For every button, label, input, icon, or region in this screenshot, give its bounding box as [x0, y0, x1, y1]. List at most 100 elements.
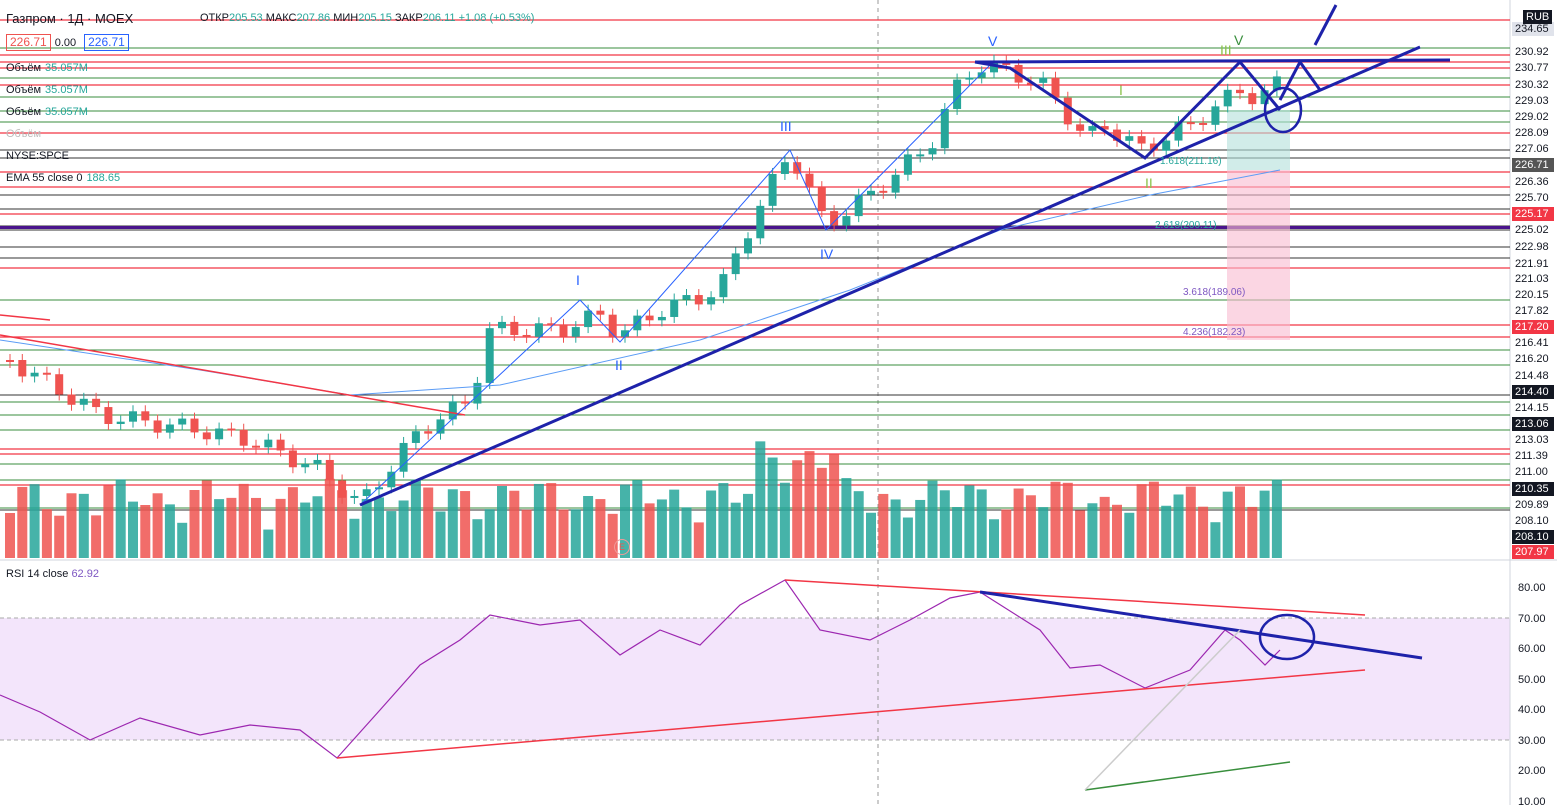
candle	[498, 321, 506, 329]
label: ОТКР	[200, 12, 230, 24]
legend-name[interactable]: Объём	[6, 62, 42, 74]
candle	[1039, 77, 1048, 83]
candle	[817, 187, 826, 212]
candle	[92, 398, 101, 408]
candle	[18, 360, 27, 377]
legend-name[interactable]: Объём	[6, 128, 42, 140]
volume-bar	[779, 482, 790, 558]
interval[interactable]: 1Д	[67, 11, 84, 26]
candle	[1174, 122, 1183, 141]
wave-label: III	[780, 118, 792, 134]
volume-bar	[927, 480, 938, 558]
volume-bar	[915, 499, 926, 558]
circle-mark	[1263, 86, 1303, 134]
candle	[1100, 126, 1109, 130]
label: МИН	[333, 12, 359, 24]
volume-bar	[152, 493, 163, 558]
event-marker[interactable]: E	[614, 539, 630, 555]
candle	[768, 173, 777, 206]
candle	[424, 431, 433, 434]
trend-red	[0, 314, 51, 321]
candle	[608, 314, 617, 337]
wave-label: II	[1145, 175, 1153, 191]
candle	[42, 372, 51, 375]
volume-bar	[1099, 496, 1110, 558]
wave-path	[974, 59, 1282, 160]
volume-bar	[251, 497, 261, 558]
volume-bar	[718, 483, 729, 558]
rsi-trend	[979, 590, 1423, 660]
volume-bar	[767, 457, 778, 558]
volume-bar	[1210, 522, 1221, 558]
legend-name[interactable]: EMA 55 close 0	[6, 172, 83, 184]
level-thick	[0, 226, 1510, 229]
volume-bar	[841, 478, 852, 558]
wave-label: I	[576, 272, 580, 288]
volume-bar	[816, 467, 827, 558]
wave-label: V	[1234, 32, 1244, 48]
symbol[interactable]: Газпром	[6, 11, 56, 26]
volume-bar	[300, 502, 311, 558]
candle	[202, 432, 211, 440]
candle	[1088, 126, 1097, 131]
price-label: 225.70	[1515, 192, 1549, 204]
bid[interactable]: 226.71	[6, 34, 51, 51]
candle	[547, 323, 556, 326]
currency[interactable]: RUB	[1523, 10, 1553, 24]
candle	[325, 459, 334, 481]
ask[interactable]: 226.71	[84, 34, 129, 51]
volume-bar	[644, 503, 655, 558]
candle	[744, 238, 752, 254]
price-label: 214.15	[1515, 402, 1549, 414]
fib-label: 2.618(200.11)	[1155, 220, 1217, 231]
legend-name[interactable]: Объём	[6, 84, 42, 96]
legend-name[interactable]: Объём	[6, 106, 42, 118]
candle	[1137, 136, 1146, 144]
volume-bar	[374, 497, 384, 558]
candle	[264, 439, 273, 448]
candle	[805, 173, 814, 188]
legend-name[interactable]: NYSE:SPCE	[6, 150, 69, 162]
volume-bar	[853, 491, 864, 558]
candle	[473, 382, 482, 404]
price-label: 210.35	[1512, 482, 1554, 496]
volume-bar	[706, 490, 717, 558]
volume-bar	[804, 451, 815, 558]
legend-item: Объём 35.057M	[6, 62, 88, 74]
candle	[645, 315, 654, 321]
legend-value: 35.057M	[45, 62, 88, 74]
volume-bar	[398, 500, 409, 558]
wave-label: II	[615, 357, 623, 373]
rsi-axis-label: 10.00	[1518, 795, 1546, 805]
volume-bar	[447, 489, 458, 558]
volume-bar	[1185, 486, 1196, 558]
volume-bar	[91, 515, 102, 558]
volume-bar	[1112, 504, 1122, 558]
candle	[116, 421, 125, 424]
volume-bar	[878, 493, 889, 558]
candle	[719, 274, 728, 298]
candle	[842, 216, 851, 226]
rsi-axis-label: 20.00	[1518, 765, 1546, 777]
trend-blue	[974, 58, 1451, 64]
circle-mark	[1258, 613, 1316, 661]
price-label: 222.98	[1515, 241, 1549, 253]
volume-bar	[497, 485, 507, 558]
candle	[411, 431, 420, 443]
candle	[977, 72, 986, 78]
volume-bar	[435, 511, 446, 558]
price-label: 208.10	[1515, 515, 1549, 527]
candle	[239, 429, 248, 446]
candle	[1248, 93, 1257, 105]
volume-bar	[1271, 479, 1282, 558]
volume-bar	[17, 486, 28, 558]
rsi-legend: RSI 14 close 62.92	[6, 568, 99, 580]
candle	[780, 162, 789, 174]
arrow	[1313, 4, 1338, 46]
ema-line	[0, 169, 1281, 396]
volume-bar	[337, 490, 348, 558]
fib-zone	[1227, 170, 1290, 340]
price-label: 225.02	[1515, 224, 1549, 236]
candle	[596, 310, 605, 315]
